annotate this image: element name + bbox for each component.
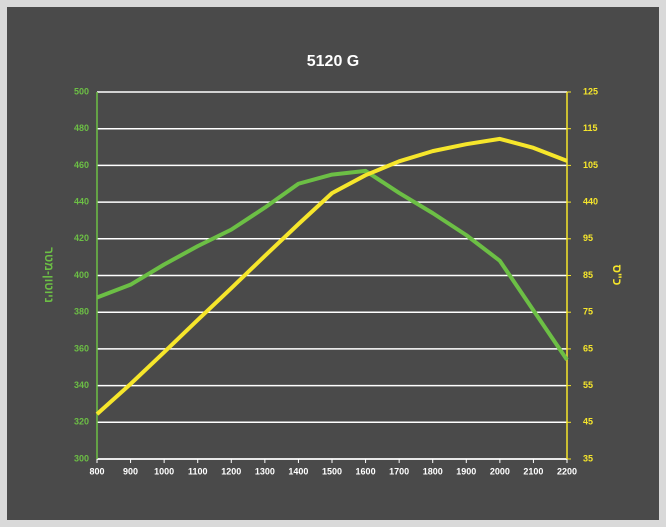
x-tick-label: 2200 bbox=[557, 466, 577, 476]
y2-tick-label: 65 bbox=[583, 343, 593, 353]
series-line bbox=[96, 168, 569, 362]
y2-tick-label: 35 bbox=[583, 453, 593, 463]
y-tick-label: 480 bbox=[74, 123, 89, 133]
x-tick-label: 1000 bbox=[154, 466, 174, 476]
y-tick-label: 420 bbox=[74, 233, 89, 243]
x-tick-label: 800 bbox=[89, 466, 104, 476]
y2-axis-label: כ"ס bbox=[610, 265, 624, 286]
x-tick-label: 1500 bbox=[322, 466, 342, 476]
x-tick-label: 1800 bbox=[423, 466, 443, 476]
y2-tick-label: 105 bbox=[583, 160, 598, 170]
y-tick-label: 320 bbox=[74, 417, 89, 427]
x-tick-label: 2100 bbox=[523, 466, 543, 476]
x-tick-label: 900 bbox=[123, 466, 138, 476]
y-tick-label: 460 bbox=[74, 160, 89, 170]
y2-tick-label: 95 bbox=[583, 233, 593, 243]
y2-tick-label: 75 bbox=[583, 307, 593, 317]
x-tick-label: 1300 bbox=[255, 466, 275, 476]
x-tick-label: 1900 bbox=[456, 466, 476, 476]
x-tick-label: 1400 bbox=[288, 466, 308, 476]
y-axis-label: ניוטון-מטר bbox=[42, 247, 56, 303]
y-tick-label: 360 bbox=[74, 343, 89, 353]
x-tick-label: 1700 bbox=[389, 466, 409, 476]
y2-tick-label: 125 bbox=[583, 86, 598, 96]
y-tick-label: 340 bbox=[74, 380, 89, 390]
series-line bbox=[95, 136, 568, 416]
y2-tick-label: 440 bbox=[583, 196, 598, 206]
y2-tick-label: 45 bbox=[583, 417, 593, 427]
y-tick-label: 500 bbox=[74, 86, 89, 96]
y-tick-label: 440 bbox=[74, 196, 89, 206]
y-tick-label: 300 bbox=[74, 453, 89, 463]
x-tick-label: 1100 bbox=[188, 466, 208, 476]
background bbox=[7, 7, 659, 520]
y2-tick-label: 115 bbox=[583, 123, 598, 133]
x-tick-label: 1200 bbox=[221, 466, 241, 476]
y2-tick-label: 55 bbox=[583, 380, 593, 390]
chart-title: 5120 G bbox=[307, 53, 359, 70]
x-tick-label: 1600 bbox=[356, 466, 376, 476]
x-tick-label: 2000 bbox=[490, 466, 510, 476]
y-tick-label: 380 bbox=[74, 307, 89, 317]
y-tick-label: 400 bbox=[74, 270, 89, 280]
y2-tick-label: 85 bbox=[583, 270, 593, 280]
